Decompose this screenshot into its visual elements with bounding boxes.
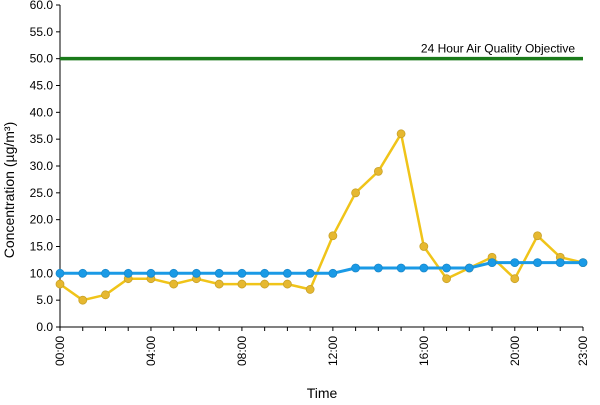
- series-2-point: [78, 268, 88, 278]
- y-tick-label: 55.0: [30, 25, 54, 39]
- series-2-point: [169, 268, 179, 278]
- ticks: 0.0 5.0 10.0 15.0 20.0 25.0 30.0 35.0 40.0 45.0 50…: [30, 0, 590, 366]
- series-1-point: [373, 166, 383, 176]
- series-2-point: [55, 268, 65, 278]
- x-tick-label: 16:00: [417, 336, 431, 366]
- series-2-point: [373, 263, 383, 273]
- series-1-point: [419, 242, 429, 251]
- x-tick-label: 08:00: [235, 336, 249, 366]
- series-1-point: [260, 279, 270, 289]
- series-1-point: [282, 279, 292, 289]
- series-2-point: [305, 268, 315, 278]
- x-tick-label: 23:00: [576, 336, 590, 366]
- series-2-point: [487, 258, 497, 268]
- reference-line-group: 24 Hour Air Quality Objective: [60, 42, 583, 61]
- series-2-point: [237, 268, 247, 278]
- y-tick-label: 10.0: [30, 266, 54, 280]
- series-1-point: [510, 274, 520, 284]
- x-tick-label: 20:00: [508, 336, 522, 366]
- series-2-point: [533, 258, 542, 268]
- series-2-point: [260, 268, 270, 278]
- series-2-point: [123, 268, 133, 278]
- series-1-point: [396, 129, 406, 139]
- series-2-point: [510, 258, 520, 268]
- series-2-point: [101, 268, 110, 278]
- series-2-point: [578, 258, 588, 268]
- series-2-point: [351, 263, 361, 273]
- y-tick-label: 20.0: [30, 213, 54, 227]
- reference-line-label: 24 Hour Air Quality Objective: [421, 42, 575, 56]
- y-tick-label: 45.0: [30, 79, 54, 93]
- series-2-point: [282, 268, 292, 278]
- y-tick-label: 60.0: [30, 0, 54, 12]
- series-2-point: [328, 268, 338, 278]
- series-1-point: [533, 231, 542, 241]
- series-1-point: [328, 231, 338, 241]
- series-1-point: [169, 279, 179, 289]
- series-2-point: [146, 268, 156, 278]
- series-2-point: [464, 263, 474, 273]
- x-axis-title: Time: [307, 385, 338, 400]
- y-tick-label: 35.0: [30, 132, 54, 146]
- y-tick-label: 0.0: [36, 320, 53, 334]
- y-axis-title: Concentration (µg/m³): [1, 122, 17, 258]
- series-1-point: [305, 285, 315, 294]
- series-1-point: [237, 279, 247, 289]
- series-2-point: [192, 268, 201, 278]
- series-1-point: [101, 290, 110, 300]
- x-tick-label: 00:00: [53, 336, 67, 366]
- series-2-point: [214, 268, 224, 278]
- series-1-point: [351, 188, 361, 198]
- y-tick-label: 5.0: [36, 293, 53, 307]
- y-tick-label: 40.0: [30, 105, 54, 119]
- y-tick-label: 25.0: [30, 186, 54, 200]
- y-tick-label: 30.0: [30, 159, 54, 173]
- series-2-point: [396, 263, 406, 273]
- series-group: [55, 129, 588, 305]
- x-tick-label: 04:00: [144, 336, 158, 366]
- series-1-point: [78, 295, 88, 305]
- y-tick-label: 50.0: [30, 52, 54, 66]
- series-2-point: [555, 258, 565, 268]
- series-1-point: [214, 279, 224, 289]
- series-1-line: [59, 132, 584, 302]
- series-2-point: [442, 263, 451, 273]
- series-1-point: [55, 279, 65, 289]
- series-1-point: [442, 274, 451, 284]
- y-tick-label: 15.0: [30, 240, 54, 254]
- series-2-point: [419, 263, 429, 273]
- x-tick-label: 12:00: [326, 336, 340, 366]
